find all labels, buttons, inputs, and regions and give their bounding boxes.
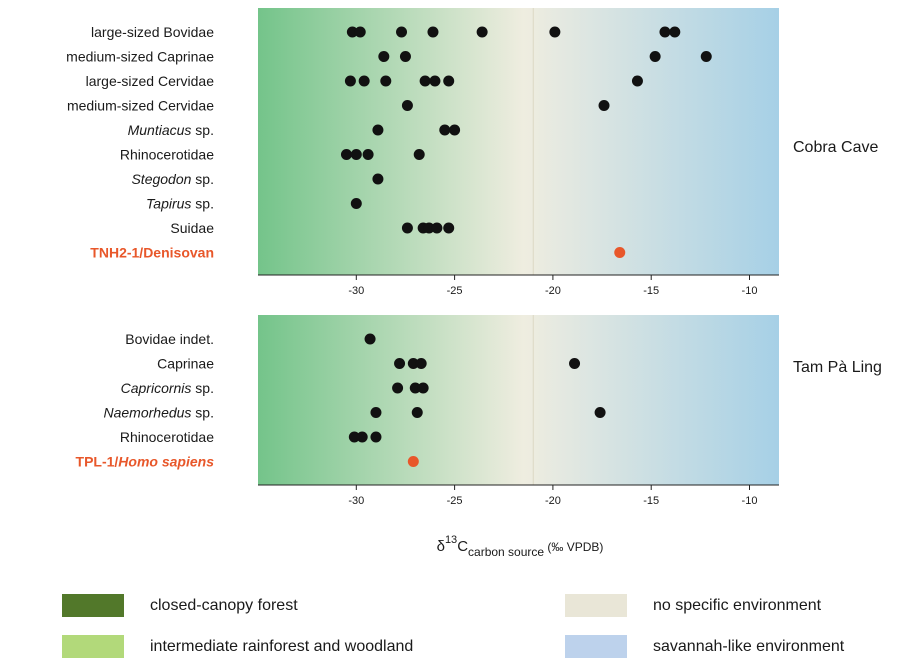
data-point bbox=[350, 198, 362, 209]
data-point bbox=[394, 358, 406, 369]
data-point bbox=[423, 222, 435, 234]
data-point bbox=[427, 26, 439, 38]
site-label: Tam Pà Ling bbox=[793, 359, 882, 376]
data-point bbox=[413, 149, 425, 160]
data-point bbox=[340, 149, 352, 160]
category-label: Rhinocerotidae bbox=[120, 147, 214, 163]
data-point bbox=[399, 51, 411, 62]
x-tick-label: -20 bbox=[545, 495, 561, 507]
x-tick-label: -10 bbox=[742, 495, 758, 507]
data-point bbox=[700, 51, 712, 62]
legend-label: no specific environment bbox=[653, 596, 822, 614]
legend-swatch bbox=[565, 635, 627, 658]
data-point bbox=[631, 75, 643, 87]
category-label: Tapirus sp. bbox=[146, 196, 214, 212]
x-axis-label: δ13Ccarbon source (‰ VPDB) bbox=[437, 534, 604, 559]
data-point bbox=[372, 124, 384, 136]
legend-swatch bbox=[62, 635, 124, 658]
site-label: Cobra Cave bbox=[793, 139, 878, 156]
x-tick-label: -15 bbox=[643, 285, 659, 297]
data-point bbox=[431, 222, 443, 234]
x-tick-label: -20 bbox=[545, 285, 561, 297]
plot-background bbox=[258, 315, 779, 485]
category-label: TPL-1/Homo sapiens bbox=[76, 454, 215, 470]
legend-label: closed-canopy forest bbox=[150, 596, 298, 614]
category-label: Naemorhedus sp. bbox=[103, 405, 214, 421]
data-point-highlight bbox=[407, 456, 419, 467]
data-point bbox=[549, 26, 561, 38]
data-point bbox=[372, 173, 384, 185]
legend-item-no-specific-environment: no specific environment bbox=[565, 594, 821, 617]
category-label: medium-sized Cervidae bbox=[67, 98, 214, 114]
data-point bbox=[443, 222, 455, 234]
x-tick-label: -25 bbox=[447, 285, 463, 297]
legend-swatch bbox=[565, 594, 627, 617]
category-label: Muntiacus sp. bbox=[128, 122, 214, 138]
x-tick-label: -30 bbox=[348, 285, 364, 297]
data-point bbox=[354, 26, 366, 38]
data-point bbox=[364, 333, 376, 345]
legend-item-savannah-like-environment: savannah-like environment bbox=[565, 635, 844, 658]
x-tick-label: -15 bbox=[643, 495, 659, 507]
data-point bbox=[401, 222, 413, 234]
data-point bbox=[439, 124, 451, 136]
data-point bbox=[392, 382, 404, 394]
data-point bbox=[429, 75, 441, 87]
data-point bbox=[415, 358, 427, 369]
category-label: Stegodon sp. bbox=[131, 171, 214, 187]
data-point bbox=[346, 26, 358, 38]
data-point bbox=[358, 75, 370, 87]
legend-item-closed-canopy-forest: closed-canopy forest bbox=[62, 594, 298, 617]
category-label: TNH2-1/Denisovan bbox=[90, 245, 214, 261]
panel-cobra-cave: -30 -25 -20 -15 -10 large-sized Bovidae medium… bbox=[66, 8, 878, 297]
data-point bbox=[669, 26, 681, 38]
data-point bbox=[594, 407, 606, 418]
data-point bbox=[344, 75, 356, 87]
x-tick-label: -25 bbox=[447, 495, 463, 507]
data-point bbox=[348, 431, 360, 443]
legend-label: intermediate rainforest and woodland bbox=[150, 637, 414, 655]
data-point bbox=[419, 75, 431, 87]
x-tick-label: -30 bbox=[348, 495, 364, 507]
data-point-highlight bbox=[614, 247, 626, 258]
data-point bbox=[409, 382, 421, 394]
data-point bbox=[396, 26, 408, 38]
data-point bbox=[362, 149, 374, 160]
category-label: Rhinocerotidae bbox=[120, 429, 214, 445]
data-point bbox=[356, 431, 368, 443]
data-point bbox=[659, 26, 671, 38]
category-label: Capricornis sp. bbox=[121, 380, 214, 396]
data-point bbox=[569, 358, 581, 369]
category-label: Bovidae indet. bbox=[125, 331, 214, 347]
category-label: large-sized Bovidae bbox=[91, 24, 214, 40]
legend-label: savannah-like environment bbox=[653, 637, 845, 655]
data-point bbox=[649, 51, 661, 62]
data-point bbox=[378, 51, 390, 62]
category-label: Caprinae bbox=[157, 356, 214, 372]
data-point bbox=[411, 407, 423, 418]
x-tick-label: -10 bbox=[742, 285, 758, 297]
data-point bbox=[380, 75, 392, 87]
panel-tam-p-ling: -30 -25 -20 -15 -10 Bovidae indet. Caprinae Cap… bbox=[76, 315, 882, 507]
category-label: large-sized Cervidae bbox=[86, 73, 215, 89]
data-point bbox=[370, 407, 382, 418]
data-point bbox=[417, 382, 429, 394]
isotope-chart: -30 -25 -20 -15 -10 large-sized Bovidae medium… bbox=[66, 8, 882, 559]
data-point bbox=[407, 358, 419, 369]
data-point bbox=[350, 149, 362, 160]
plot-background bbox=[258, 8, 779, 275]
data-point bbox=[443, 75, 455, 87]
category-label: Suidae bbox=[170, 220, 214, 236]
data-point bbox=[449, 124, 461, 136]
data-point bbox=[370, 431, 382, 443]
legend-item-intermediate-rainforest: intermediate rainforest and woodland bbox=[62, 635, 413, 658]
data-point bbox=[598, 100, 610, 111]
data-point bbox=[401, 100, 413, 111]
category-label: medium-sized Caprinae bbox=[66, 49, 214, 65]
legend-swatch bbox=[62, 594, 124, 617]
data-point bbox=[476, 26, 488, 38]
